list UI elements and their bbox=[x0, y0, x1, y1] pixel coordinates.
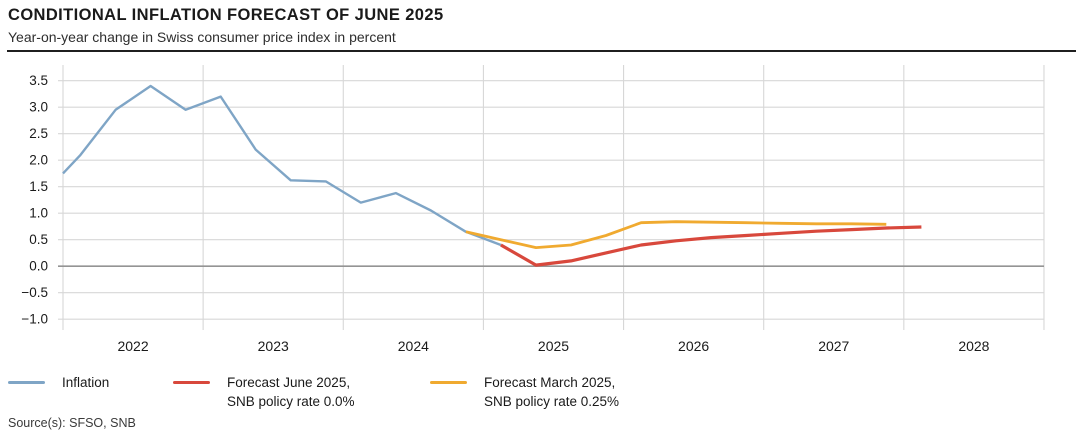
y-tick-label-1.0: 1.0 bbox=[29, 206, 48, 221]
series-line-forecast-june-2025-snb-policy-rate-0-0 bbox=[500, 225, 922, 267]
chart-title: CONDITIONAL INFLATION FORECAST OF JUNE 2… bbox=[8, 6, 444, 24]
series-line-forecast-march-2025-snb-policy-rate-0-25 bbox=[465, 220, 887, 250]
legend-swatch-forecast-march-icon bbox=[430, 381, 467, 384]
y-tick-label-2.0: 2.0 bbox=[29, 153, 48, 168]
legend-swatch-forecast-june-icon bbox=[173, 381, 210, 384]
legend-label-forecast-march-line1: Forecast March 2025, bbox=[484, 375, 616, 390]
legend-item-forecast-march: Forecast March 2025, SNB policy rate 0.2… bbox=[430, 373, 619, 411]
legend-label-forecast-march-line2: SNB policy rate 0.25% bbox=[484, 394, 620, 409]
y-tick-label-0.0: 0.0 bbox=[29, 259, 48, 274]
x-tick-label-2023: 2023 bbox=[258, 338, 289, 354]
legend-label-forecast-june-line1: Forecast June 2025, bbox=[227, 375, 351, 390]
legend-item-forecast-june: Forecast June 2025, SNB policy rate 0.0% bbox=[173, 373, 355, 411]
source-note: Source(s): SFSO, SNB bbox=[8, 416, 136, 430]
x-tick-label-2024: 2024 bbox=[398, 338, 429, 354]
x-tick-label-2028: 2028 bbox=[958, 338, 989, 354]
y-tick-label-1.5: 1.5 bbox=[29, 179, 48, 194]
y-tick-label-−1.0: −1.0 bbox=[21, 312, 48, 327]
legend-swatch-inflation-icon bbox=[8, 381, 45, 384]
x-tick-label-2022: 2022 bbox=[117, 338, 148, 354]
x-tick-label-2027: 2027 bbox=[818, 338, 849, 354]
x-tick-label-2026: 2026 bbox=[678, 338, 709, 354]
y-tick-label-3.0: 3.0 bbox=[29, 100, 48, 115]
y-tick-label-−0.5: −0.5 bbox=[21, 285, 48, 300]
x-tick-label-2025: 2025 bbox=[538, 338, 569, 354]
series-line-inflation bbox=[62, 84, 502, 247]
legend-label-inflation: Inflation bbox=[62, 375, 110, 390]
chart-subtitle: Year-on-year change in Swiss consumer pr… bbox=[8, 29, 396, 45]
y-tick-label-3.5: 3.5 bbox=[29, 73, 48, 88]
y-tick-label-0.5: 0.5 bbox=[29, 232, 48, 247]
legend-label-forecast-june-line2: SNB policy rate 0.0% bbox=[227, 394, 355, 409]
y-tick-label-2.5: 2.5 bbox=[29, 126, 48, 141]
header-divider bbox=[7, 50, 1076, 52]
legend-item-inflation: Inflation bbox=[8, 373, 109, 392]
